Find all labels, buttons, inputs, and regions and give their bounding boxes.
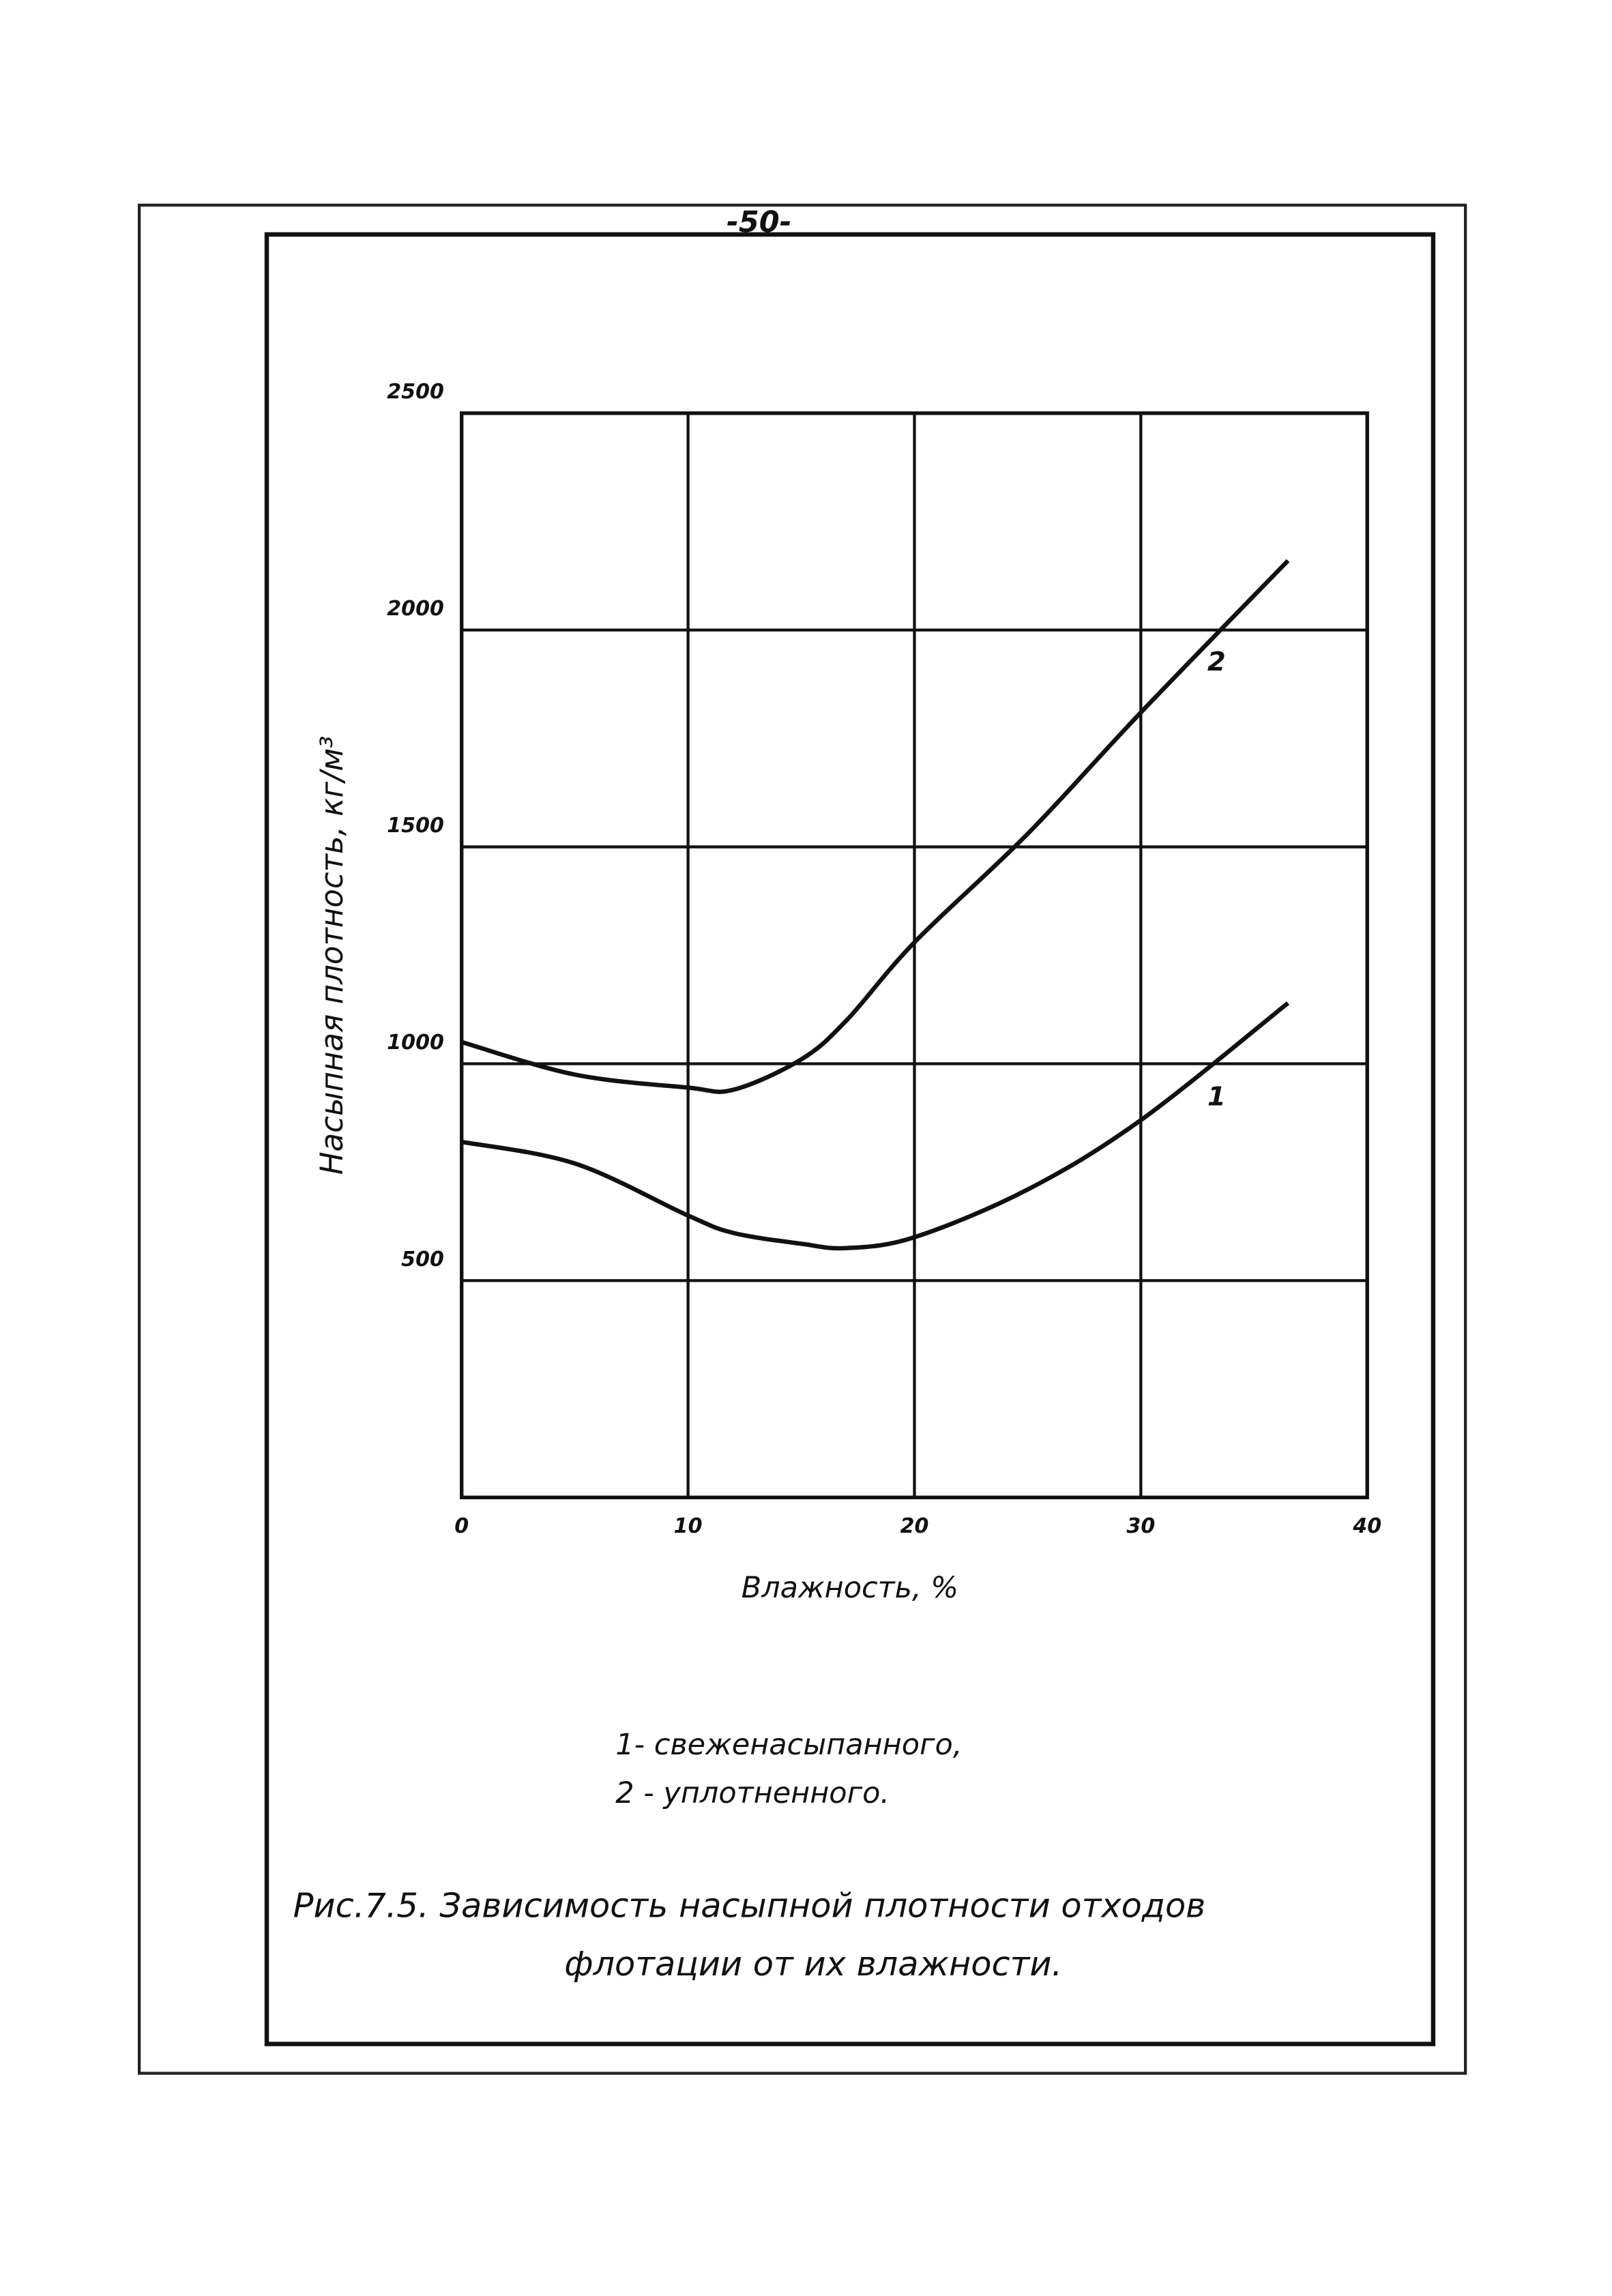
y-tick-label: 2000 [387,597,444,621]
y-axis-label: Насыпная плотность, кг/м³ [314,736,350,1175]
x-tick-label: 30 [1126,1514,1155,1538]
plot-frame [460,411,1369,1499]
x-tick-label: 0 [454,1514,469,1538]
x-tick-label: 10 [674,1514,703,1538]
x-tick-label: 40 [1352,1514,1381,1538]
inner-frame [264,232,1436,2046]
data-line [461,1001,1290,1251]
x-axis-label: Влажность, % [742,1571,958,1605]
y-tick-label: 2500 [387,380,444,404]
caption: Рис.7.5. Зависимость насыпной плотности … [293,1885,1206,1925]
outer-frame [137,203,1467,2075]
x-tick-label: 20 [900,1514,929,1538]
caption: флотации от их влажности. [564,1944,1062,1984]
curve-label: 1 [1207,1082,1226,1113]
legend-entry: 1- свеженасыпанного, [615,1728,962,1762]
y-tick-label: 500 [401,1248,444,1271]
y-tick-label: 1000 [387,1031,444,1055]
data-line [460,559,1290,1094]
y-tick-label: 1500 [387,814,444,838]
curve-label: 2 [1207,647,1226,677]
legend-entry: 2 - уплотненного. [615,1776,890,1810]
page-number: -50- [727,205,791,239]
